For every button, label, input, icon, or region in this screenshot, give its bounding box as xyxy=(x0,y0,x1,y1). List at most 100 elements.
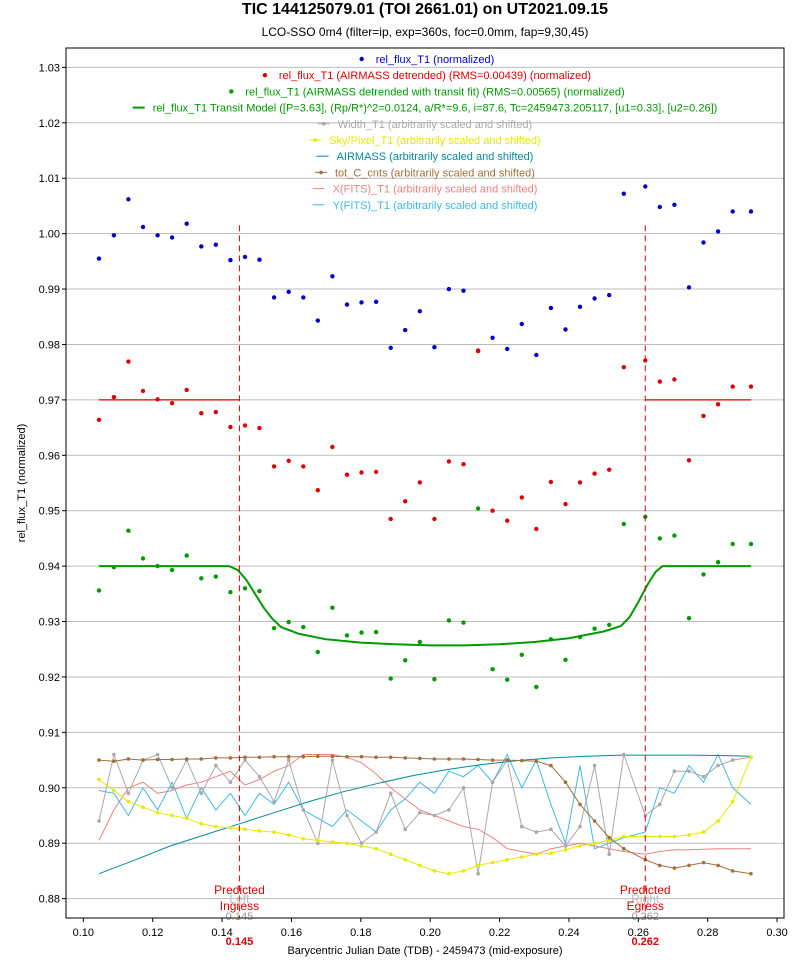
series-4-point xyxy=(374,830,378,834)
series-0-point xyxy=(140,224,146,230)
series-7-point xyxy=(170,757,174,762)
legend-symbol xyxy=(359,56,364,62)
series-4-point xyxy=(243,758,247,762)
series-5-point xyxy=(257,829,262,833)
series-7-point xyxy=(155,757,160,762)
grid-lines xyxy=(66,66,784,900)
legend-entry: rel_flux_T1 Transit Model ([P=3.63], (Rp… xyxy=(132,103,717,115)
series-0-point xyxy=(548,305,554,311)
series-4-point xyxy=(730,758,735,762)
series-7-point xyxy=(592,819,597,823)
series-0-point xyxy=(534,352,539,358)
series-1-point xyxy=(213,409,218,415)
series-5-point xyxy=(170,813,174,818)
series-4-point xyxy=(112,752,116,757)
series-7-point xyxy=(432,757,437,761)
series-5-point xyxy=(563,848,568,852)
marker-label-event: Ingress xyxy=(220,899,259,913)
series-5-point xyxy=(388,852,393,857)
series-4-point xyxy=(716,763,720,768)
series-0-point xyxy=(563,327,568,332)
series-1-point xyxy=(657,379,662,384)
series-1-point xyxy=(446,459,452,464)
y-tick-label: 0.94 xyxy=(39,561,60,573)
series-7-point xyxy=(447,757,451,761)
y-tick-label: 0.98 xyxy=(39,339,60,351)
series-5-point xyxy=(520,855,524,859)
series-2-point xyxy=(672,533,677,538)
y-tick-label: 0.96 xyxy=(39,450,60,462)
y-tick-label: 1.00 xyxy=(39,229,60,241)
series-0-point xyxy=(643,184,648,189)
series-2-point xyxy=(213,574,218,579)
series-5-point xyxy=(607,838,611,843)
series-1-point xyxy=(686,458,692,463)
marker-label-side: Left xyxy=(229,892,250,906)
series-5-point xyxy=(687,833,691,837)
series-1-point xyxy=(490,508,495,513)
series-7-point xyxy=(716,863,720,868)
series-4-line xyxy=(98,752,752,874)
series-5-point xyxy=(490,860,495,865)
series-7-point xyxy=(184,757,189,761)
marker-value-grey: 0.145 xyxy=(226,911,254,923)
series-1-point xyxy=(563,501,568,507)
series-1-point xyxy=(534,526,539,532)
marker-label: Predicted xyxy=(214,883,265,897)
series-0-point xyxy=(199,244,204,249)
series-5-point xyxy=(97,777,101,782)
series-2-point xyxy=(184,553,189,558)
series-5-point xyxy=(359,844,364,848)
series-5-point xyxy=(749,755,753,760)
series-0-point xyxy=(388,345,393,350)
legend-entry: Width_T1 (arbitrarily scaled and shifted… xyxy=(317,119,532,131)
series-0-point xyxy=(621,191,626,196)
series-4-point xyxy=(418,810,422,815)
series-1-point xyxy=(577,480,583,485)
marker-label-side: Right xyxy=(631,892,660,906)
legend-entry: tot_C_cnts (arbitrarily scaled and shift… xyxy=(315,167,535,179)
series-7-point xyxy=(490,758,495,762)
series-1-point xyxy=(715,402,721,407)
series-2-point xyxy=(548,637,554,642)
series-4-point xyxy=(563,844,568,848)
marker-label-event: Egress xyxy=(627,899,664,913)
y-tick-label: 1.02 xyxy=(39,118,60,130)
series-2-point xyxy=(748,541,754,547)
series-2-point xyxy=(563,657,568,662)
series-4-point xyxy=(359,841,364,845)
series-7-point xyxy=(388,755,393,760)
series-0-point xyxy=(461,288,466,293)
series-4-point xyxy=(228,780,233,784)
series-7-point xyxy=(578,802,582,807)
series-4-point xyxy=(403,827,408,832)
series-5-point xyxy=(505,858,510,862)
legend-entry: X(FITS)_T1 (arbitrarily scaled and shift… xyxy=(312,184,537,196)
series-7-point xyxy=(622,846,626,851)
marker-value: 0.262 xyxy=(631,936,659,948)
series-5-point xyxy=(214,824,218,829)
legend-label: tot_C_cnts (arbitrarily scaled and shift… xyxy=(335,167,535,179)
series-8-line xyxy=(98,754,751,855)
series-0-point xyxy=(228,258,233,263)
series-7-point xyxy=(345,754,349,759)
legend-symbol xyxy=(321,122,326,126)
series-2-point xyxy=(199,576,204,581)
series-0-point xyxy=(111,233,117,238)
series-0-point xyxy=(242,254,248,260)
series-7-point xyxy=(749,871,753,876)
series-1-point xyxy=(701,413,706,419)
series-2-point xyxy=(359,630,364,635)
legend-entry: Sky/Pixel_T1 (arbitrarily scaled and shi… xyxy=(309,135,541,147)
y-tick-label: 0.90 xyxy=(39,783,60,795)
x-tick-label: 0.18 xyxy=(350,927,371,939)
series-1-point xyxy=(140,388,146,394)
y-tick-label: 0.88 xyxy=(39,894,60,906)
series-1-point xyxy=(111,394,117,400)
series-2-point xyxy=(475,506,481,511)
series-5-point xyxy=(578,844,582,848)
series-0-point xyxy=(271,295,277,300)
series-4-point xyxy=(447,808,451,812)
series-0-point xyxy=(446,286,452,292)
series-4-point xyxy=(490,780,495,784)
